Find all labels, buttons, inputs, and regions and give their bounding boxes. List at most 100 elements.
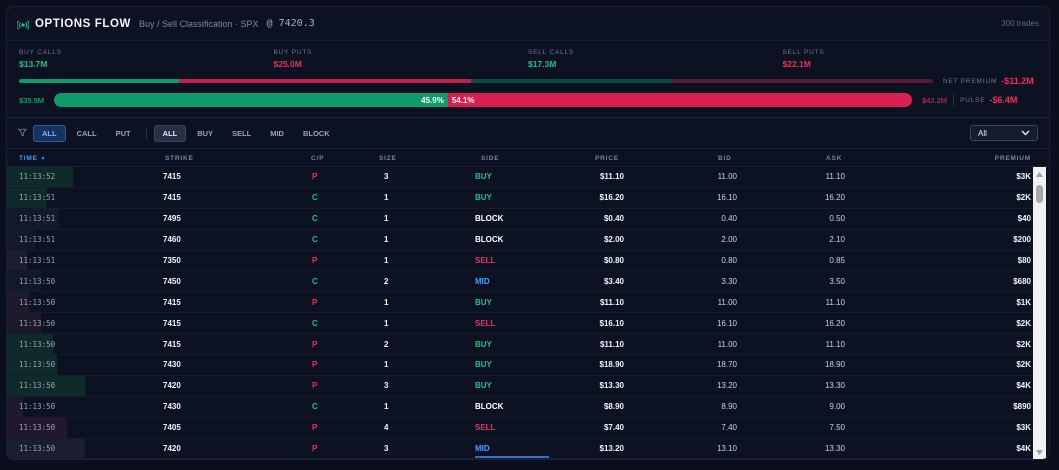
table-row[interactable]: 11:13:50 7430 C 1 BLOCK $8.90 8.90 9.00 $890 (7, 396, 1049, 418)
table-row[interactable]: 11:13:51 7460 C 1 BLOCK $2.00 2.00 2.10 $200 (7, 229, 1049, 251)
cell-price: $11.10 (599, 297, 624, 307)
cell-side: BUY (475, 193, 492, 203)
cell-size: 1 (384, 193, 389, 203)
stat-label: BUY CALLS (19, 49, 62, 56)
cell-strike: 7430 (163, 402, 181, 412)
cell-ask: 0.85 (829, 256, 845, 265)
cell-cp: C (312, 402, 318, 412)
net-bar-sell-puts (672, 79, 933, 83)
column-header-ask[interactable]: ASK (826, 155, 843, 162)
column-header-cp[interactable]: C/P (311, 155, 325, 162)
cell-side: MID (475, 444, 490, 454)
cell-premium: $680 (1013, 276, 1031, 286)
cell-size: 4 (384, 423, 389, 433)
pulse-sell-total: $42.2M (922, 95, 948, 105)
cell-side: SELL (475, 256, 496, 265)
cell-premium: $1K (1016, 297, 1031, 307)
column-header-side[interactable]: SIDE (481, 155, 500, 162)
cell-bid: 16.10 (716, 193, 737, 203)
filter-select-value: All (978, 128, 987, 138)
pulse-bar-sell: 54.1% (447, 93, 913, 107)
row-highlight-bar (475, 456, 549, 459)
pulse-buy-pct: 45.9% (421, 95, 444, 105)
column-header-premium[interactable]: PREMIUM (994, 155, 1031, 162)
table-row[interactable]: 11:13:50 7420 P 3 BUY $13.30 13.20 13.30 $4K (7, 375, 1049, 397)
filter-side-buy[interactable]: BUY (197, 128, 214, 138)
cell-size: 1 (384, 256, 389, 265)
cell-ask: 18.90 (824, 360, 845, 370)
cell-bid: 0.80 (721, 256, 737, 265)
scroll-down-arrow-icon[interactable] (1033, 445, 1046, 459)
table-row[interactable]: 11:13:50 7450 C 2 MID $3.40 3.30 3.50 $680 (7, 271, 1049, 293)
cell-premium: $80 (1017, 256, 1031, 265)
cell-side: SELL (475, 423, 496, 433)
table-row[interactable]: 11:13:50 7420 P 3 MID $13.20 13.10 13.30 $4K (7, 438, 1049, 459)
cell-price: $18.90 (599, 360, 624, 370)
cell-size: 1 (384, 318, 389, 328)
pulse-label: PULSE (960, 96, 986, 104)
column-header-bid[interactable]: BID (718, 155, 732, 162)
divider (953, 94, 955, 106)
page-subtitle: Buy / Sell Classification · SPX (139, 18, 259, 29)
cell-bid: 2.00 (721, 235, 737, 245)
cell-size: 1 (384, 214, 389, 224)
filter-type-put[interactable]: PUT (115, 128, 131, 138)
table-row[interactable]: 11:13:51 7495 C 1 BLOCK $0.40 0.40 0.50 $40 (7, 208, 1049, 230)
column-header-time[interactable]: TIME ▼ (19, 155, 46, 162)
table-row[interactable]: 11:13:50 7405 P 4 SELL $7.40 7.40 7.50 $3K (7, 417, 1049, 439)
table-row[interactable]: 11:13:50 7415 P 1 BUY $11.10 11.00 11.10 $1K (7, 292, 1049, 314)
row-heat-bar (7, 396, 23, 417)
cell-ask: 7.50 (829, 423, 845, 433)
filter-side-mid[interactable]: MID (270, 128, 284, 138)
cell-bid: 13.20 (716, 381, 737, 391)
column-header-price[interactable]: PRICE (595, 155, 619, 162)
column-header-size[interactable]: SIZE (379, 155, 397, 162)
cell-price: $7.40 (603, 423, 624, 433)
table-row[interactable]: 11:13:51 7415 C 1 BUY $16.20 16.10 16.20 $2K (7, 187, 1049, 209)
net-bar-sell-calls (470, 79, 673, 83)
table-row[interactable]: 11:13:52 7415 P 3 BUY $11.10 11.00 11.10 $3K (7, 167, 1049, 188)
filter-side-all[interactable]: ALL (153, 124, 187, 142)
cell-cp: P (312, 172, 318, 182)
table-row[interactable]: 11:13:50 7415 C 1 SELL $16.10 16.10 16.20 $2K (7, 313, 1049, 335)
table-row[interactable]: 11:13:50 7415 P 2 BUY $11.10 11.00 11.10 $2K (7, 334, 1049, 356)
table-row[interactable]: 11:13:51 7350 P 1 SELL $0.80 0.80 0.85 $80 (7, 250, 1049, 272)
cell-side: BUY (475, 381, 492, 391)
cell-bid: 3.30 (721, 276, 737, 286)
cell-price: $11.10 (599, 339, 624, 349)
filter-type-all[interactable]: ALL (33, 124, 66, 142)
net-bar-buy-puts (178, 79, 471, 83)
cell-ask: 16.20 (824, 193, 845, 203)
table-body[interactable]: 11:13:52 7415 P 3 BUY $11.10 11.00 11.10 $3K 11:1… (7, 167, 1049, 459)
filter-side-sell[interactable]: SELL (232, 128, 252, 138)
scrollbar-thumb[interactable] (1036, 185, 1043, 203)
row-heat-bar (7, 375, 85, 396)
cell-price: $13.20 (599, 444, 624, 454)
cell-cp: P (312, 423, 318, 433)
row-heat-bar (7, 187, 47, 208)
cell-size: 1 (384, 297, 389, 307)
filter-side-block[interactable]: BLOCK (302, 128, 330, 138)
filter-type-call[interactable]: CALL (76, 128, 97, 138)
cell-ask: 9.00 (829, 402, 845, 412)
column-header-strike[interactable]: STRIKE (165, 155, 194, 162)
filter-select[interactable]: All (970, 125, 1038, 141)
scrollbar[interactable] (1033, 167, 1046, 459)
cell-ask: 11.10 (825, 297, 845, 307)
row-heat-bar (7, 334, 53, 355)
cell-strike: 7460 (163, 235, 181, 245)
cell-size: 1 (384, 235, 389, 245)
scroll-up-arrow-icon[interactable] (1033, 167, 1046, 181)
cell-premium: $890 (1013, 402, 1031, 412)
stat-buy-puts: BUY PUTS $25.0M (274, 49, 529, 73)
row-heat-bar (7, 355, 57, 375)
cell-size: 3 (384, 444, 389, 454)
cell-side: BUY (475, 172, 492, 182)
cell-size: 3 (384, 381, 389, 391)
table-row[interactable]: 11:13:50 7430 P 1 BUY $18.90 18.70 18.90 $2K (7, 355, 1049, 376)
cell-premium: $4K (1016, 381, 1031, 391)
cell-premium: $3K (1016, 423, 1031, 433)
cell-side: SELL (475, 318, 496, 328)
sort-desc-icon: ▼ (40, 156, 47, 162)
stats-row: BUY CALLS $13.7M BUY PUTS $25.0M SELL CA… (7, 41, 1049, 73)
